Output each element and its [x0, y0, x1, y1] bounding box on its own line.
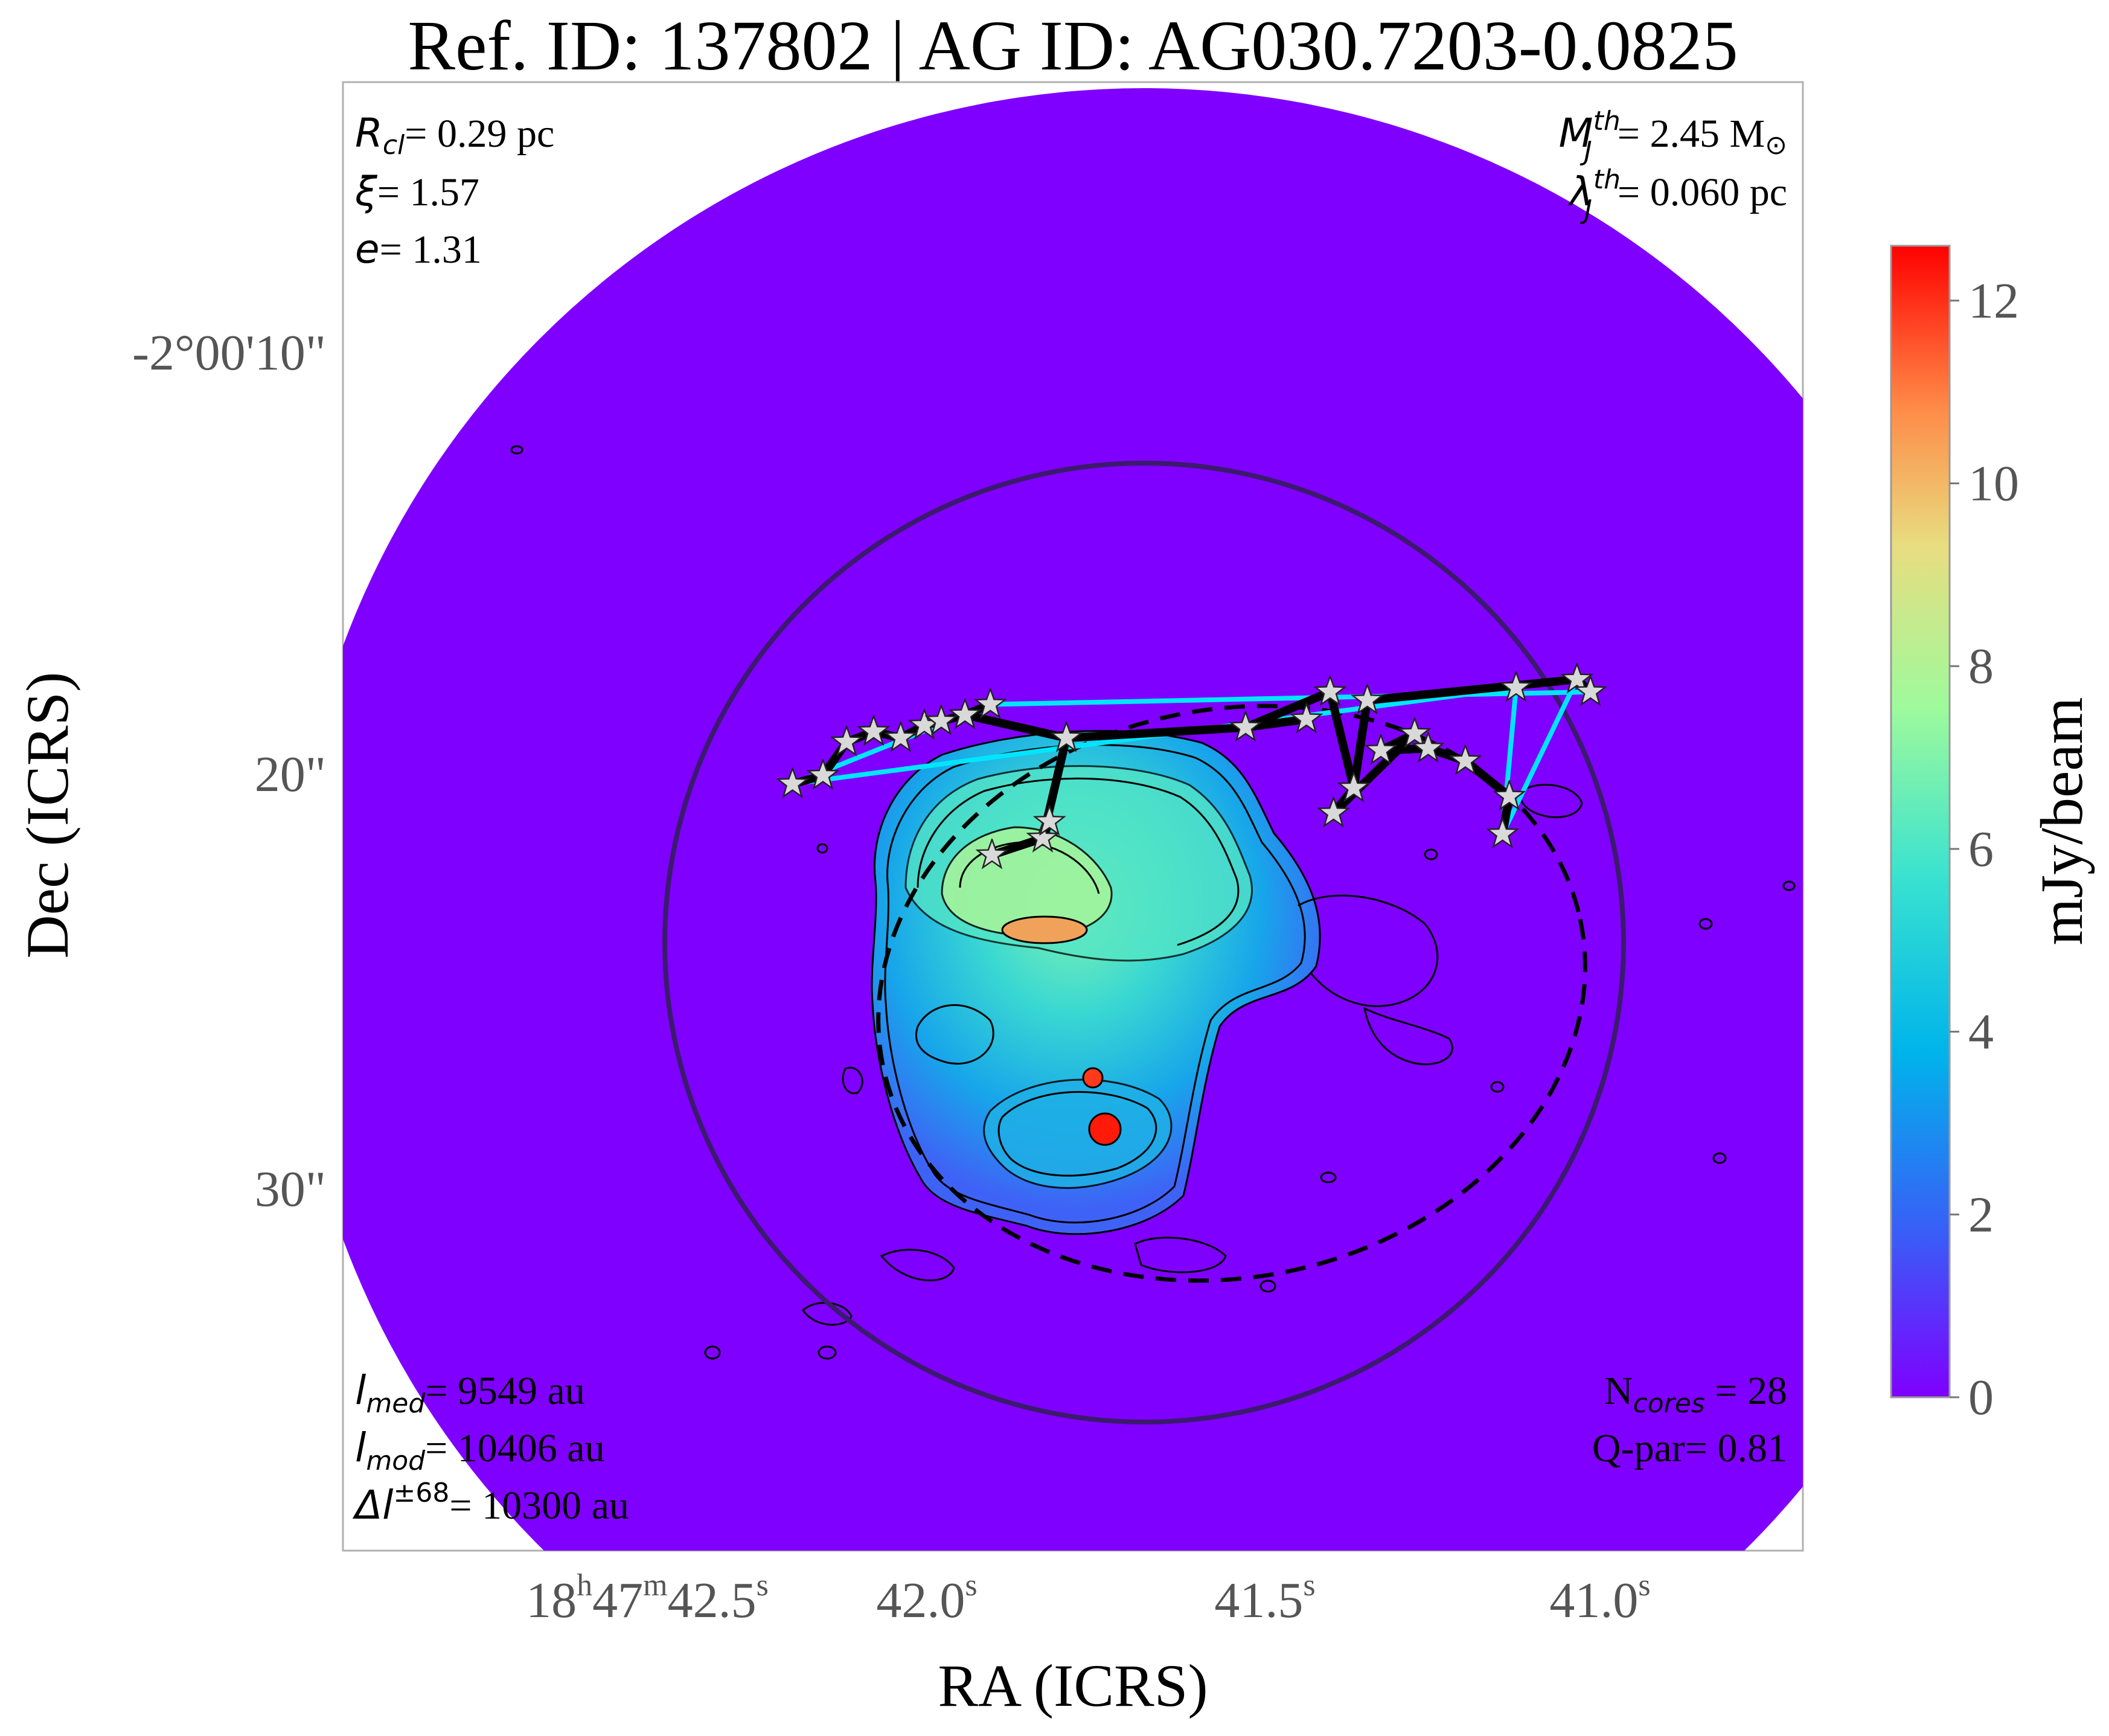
colorbar-tick-label: 10 — [1968, 456, 2019, 512]
colorbar-tick-label: 6 — [1968, 821, 1994, 877]
colorbar-tick-label: 12 — [1968, 273, 2019, 329]
y-axis: -2°00'10" 20" 30" — [132, 325, 326, 1217]
mst-edge — [1062, 723, 1250, 743]
r-cl-annotation: Rcl= 0.29 pc — [355, 110, 554, 161]
q-par-annotation: Q-par= 0.81 — [1592, 1426, 1787, 1470]
y-tick-label: -2°00'10" — [132, 325, 326, 381]
colorbar-label: mJy/beam — [2028, 697, 2095, 945]
colorbar-gradient — [1890, 245, 1951, 1398]
emission-region — [510, 445, 1796, 1360]
y-tick-label: 30" — [255, 1161, 326, 1217]
l-mod-annotation: lmod= 10406 au — [355, 1424, 605, 1476]
delta-l-annotation: Δl±68= 10300 au — [352, 1478, 629, 1528]
y-axis-label: Dec (ICRS) — [14, 672, 81, 959]
x-axis: 18h47m42.5s 42.0s 41.5s 41.0s — [526, 1568, 1650, 1629]
l-med-annotation: lmed= 9549 au — [355, 1367, 585, 1419]
mst-edge — [961, 710, 1071, 743]
chart-title: Ref. ID: 137802 | AG ID: AG030.7203-0.08… — [408, 6, 1738, 85]
y-tick-label: 20" — [255, 746, 326, 802]
fitted-ellipse — [876, 703, 1587, 1283]
x-tick-label: 42.0s — [876, 1568, 977, 1629]
annotation-top-left: Rcl= 0.29 pc ξ= 1.57 e= 1.31 — [354, 110, 554, 272]
x-tick-label: 18h47m42.5s — [526, 1568, 769, 1629]
x-tick-label: 41.0s — [1549, 1568, 1650, 1629]
colorbar-tick-label: 4 — [1968, 1004, 1994, 1060]
mst-edge — [1349, 696, 1372, 793]
colorbar-tick-label: 8 — [1968, 638, 1994, 694]
annotation-bottom-right: Ncores = 28 Q-par= 0.81 — [1592, 1369, 1787, 1470]
x-axis-label: RA (ICRS) — [938, 1652, 1208, 1719]
e-annotation: e= 1.31 — [355, 226, 482, 272]
colorbar: 0 2 4 6 8 10 12 mJy/beam — [1890, 245, 2095, 1426]
colorbar-tick-label: 2 — [1968, 1187, 1994, 1243]
mst-edge — [1326, 687, 1359, 793]
colorbar-ticks: 0 2 4 6 8 10 12 — [1950, 273, 2019, 1426]
cluster-radius-circle — [662, 461, 1626, 1424]
x-tick-label: 41.5s — [1214, 1568, 1315, 1629]
xi-annotation: ξ= 1.57 — [354, 168, 479, 215]
colorbar-tick-label: 0 — [1968, 1369, 1994, 1426]
annotation-bottom-left: lmed= 9549 au lmod= 10406 au Δl±68= 1030… — [352, 1367, 629, 1528]
n-cores-annotation: Ncores = 28 — [1604, 1369, 1787, 1419]
mst-edge — [1363, 675, 1581, 705]
